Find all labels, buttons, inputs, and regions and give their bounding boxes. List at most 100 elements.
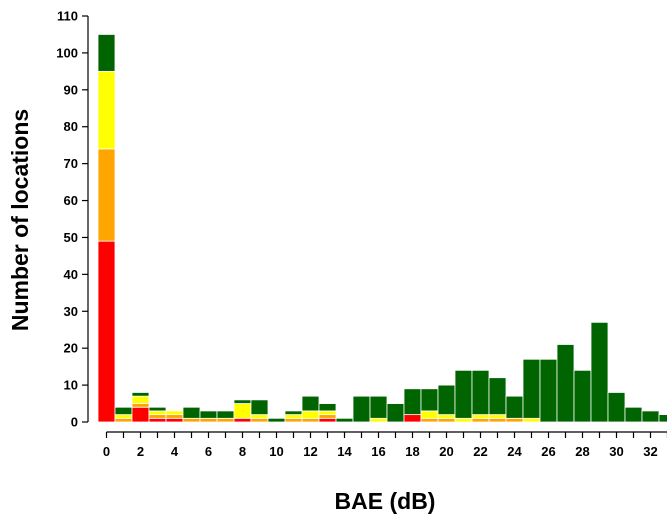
bar-segment-16-s3 (369, 417, 388, 423)
x-tick-label-32: 32 (643, 444, 657, 459)
bar-segment-28-s4 (573, 369, 592, 423)
x-tick-label-0: 0 (103, 444, 110, 459)
bar-segment-6-s4 (199, 410, 218, 419)
y-axis: 0 10 20 30 40 50 60 70 80 90 100 110 (56, 9, 89, 430)
bar-segment-12-s3 (301, 410, 320, 419)
x-tick-label-12: 12 (303, 444, 317, 459)
bar-segment-20-s2 (437, 417, 456, 423)
y-axis-title: Number of locations (7, 109, 33, 331)
bar-segment-26-s4 (539, 358, 558, 423)
bar-segment-6-s2 (199, 417, 218, 423)
bars-group (97, 34, 667, 423)
bar-segment-27-s4 (556, 344, 575, 423)
bar-segment-23-s4 (488, 377, 507, 416)
bar-segment-18-s1 (403, 414, 422, 423)
bar-segment-8-s4 (233, 399, 252, 404)
bar-segment-22-s3 (471, 414, 490, 419)
y-tick-label-80: 80 (64, 119, 78, 134)
x-tick-label-14: 14 (337, 444, 352, 459)
bar-segment-1-s3 (114, 414, 133, 419)
bar-segment-11-s2 (284, 417, 303, 423)
bar-segment-15-s4 (352, 395, 371, 423)
bar-segment-25-s3 (522, 417, 541, 423)
bar-segment-5-s2 (182, 417, 201, 423)
x-tick-label-20: 20 (439, 444, 453, 459)
bar-segment-23-s3 (488, 414, 507, 419)
x-tick-label-28: 28 (575, 444, 589, 459)
x-tick-label-6: 6 (205, 444, 212, 459)
bar-segment-13-s3 (318, 410, 337, 416)
y-tick-label-10: 10 (64, 378, 78, 393)
bar-segment-24-s2 (505, 417, 524, 423)
bar-segment-13-s4 (318, 403, 337, 412)
bar-segment-22-s4 (471, 369, 490, 416)
bar-segment-2-s2 (131, 403, 150, 408)
x-tick-label-16: 16 (371, 444, 385, 459)
bar-segment-0-s1 (97, 240, 116, 423)
bar-segment-19-s3 (420, 410, 439, 419)
bar-segment-13-s2 (318, 414, 337, 419)
x-tick-label-18: 18 (405, 444, 419, 459)
x-tick-label-22: 22 (473, 444, 487, 459)
y-tick-label-110: 110 (57, 9, 78, 24)
bar-segment-20-s3 (437, 414, 456, 419)
bar-segment-21-s3 (454, 417, 473, 423)
bar-segment-9-s2 (250, 417, 269, 423)
bar-segment-8-s1 (233, 417, 252, 423)
bar-segment-8-s3 (233, 403, 252, 419)
x-tick-label-2: 2 (137, 444, 144, 459)
x-axis-title: BAE (dB) (335, 488, 436, 514)
bar-segment-12-s2 (301, 417, 320, 423)
x-tick-label-30: 30 (609, 444, 623, 459)
bar-segment-2-s4 (131, 392, 150, 397)
y-tick-label-0: 0 (71, 415, 78, 430)
bar-segment-5-s4 (182, 406, 201, 419)
bar-segment-31-s4 (624, 406, 643, 423)
x-tick-label-24: 24 (507, 444, 522, 459)
bar-segment-3-s2 (148, 414, 167, 419)
bar-segment-4-s3 (165, 410, 184, 416)
bar-segment-30-s4 (607, 392, 626, 423)
bar-segment-33-s4 (658, 414, 667, 423)
bar-segment-25-s4 (522, 358, 541, 419)
bar-segment-19-s4 (420, 388, 439, 412)
bar-segment-29-s4 (590, 321, 609, 423)
bar-segment-14-s4 (335, 417, 354, 423)
bar-segment-13-s1 (318, 417, 337, 423)
bar-segment-2-s3 (131, 395, 150, 404)
bar-segment-12-s4 (301, 395, 320, 412)
bar-segment-21-s4 (454, 369, 473, 419)
bar-segment-0-s2 (97, 148, 116, 242)
x-tick-label-4: 4 (171, 444, 179, 459)
bar-segment-2-s1 (131, 406, 150, 423)
y-tick-label-70: 70 (64, 156, 78, 171)
y-tick-label-40: 40 (64, 267, 78, 282)
bar-segment-32-s4 (641, 410, 660, 423)
bar-segment-20-s4 (437, 384, 456, 416)
bar-segment-7-s4 (216, 410, 235, 419)
y-tick-label-100: 100 (56, 45, 78, 60)
bar-segment-7-s2 (216, 417, 235, 423)
bar-segment-9-s3 (250, 414, 269, 419)
bar-segment-0-s3 (97, 70, 116, 150)
bar-segment-22-s2 (471, 417, 490, 423)
bar-segment-11-s4 (284, 410, 303, 416)
bar-segment-19-s2 (420, 417, 439, 423)
y-tick-label-20: 20 (64, 341, 78, 356)
x-tick-label-10: 10 (269, 444, 283, 459)
bar-segment-10-s4 (267, 417, 286, 423)
y-tick-label-60: 60 (64, 193, 78, 208)
bar-segment-0-s4 (97, 34, 116, 72)
bar-segment-1-s4 (114, 406, 133, 416)
bar-segment-3-s1 (148, 417, 167, 423)
bar-segment-4-s1 (165, 417, 184, 423)
bar-segment-16-s4 (369, 395, 388, 419)
bar-segment-23-s2 (488, 417, 507, 423)
bar-segment-4-s2 (165, 414, 184, 419)
bar-segment-1-s2 (114, 417, 133, 423)
x-tick-label-26: 26 (541, 444, 555, 459)
bar-segment-9-s4 (250, 399, 269, 416)
y-tick-label-90: 90 (64, 82, 78, 97)
bar-segment-18-s4 (403, 388, 422, 416)
